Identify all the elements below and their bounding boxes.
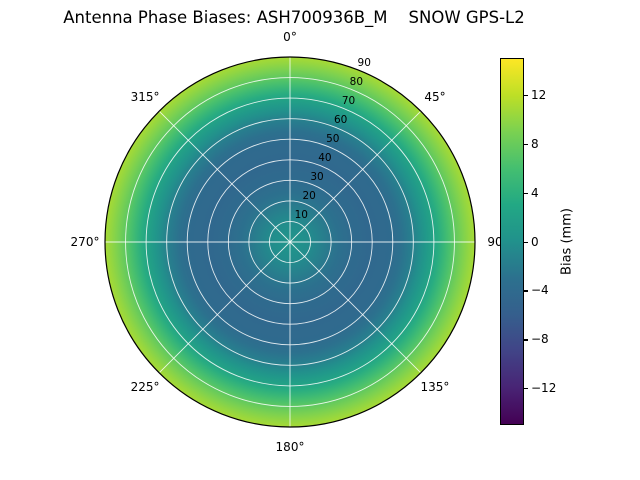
radial-tick-label: 60 (333, 113, 348, 126)
colorbar-tick-label: −12 (531, 381, 557, 396)
colorbar-tick-label: −8 (531, 332, 549, 347)
angular-tick-label: 315° (130, 90, 160, 105)
radial-tick-label: 10 (294, 208, 308, 221)
colorbar (500, 58, 524, 425)
angular-tick-label: 180° (275, 440, 305, 454)
colorbar-tick-label: −4 (531, 283, 549, 298)
radial-tick-label: 30 (310, 170, 324, 183)
polar-heatmap (105, 57, 475, 427)
colorbar-tick-mark (524, 339, 528, 341)
angular-tick-label: 45° (424, 90, 446, 105)
radial-tick-label: 70 (341, 94, 356, 107)
colorbar-tick-mark (524, 290, 528, 292)
radial-tick-label: 90 (357, 56, 371, 69)
colorbar-tick-label: 8 (531, 136, 539, 151)
colorbar-gradient (501, 59, 523, 424)
colorbar-tick-label: 4 (531, 185, 539, 200)
colorbar-tick-label: 12 (531, 87, 547, 102)
colorbar-tick-mark (524, 192, 528, 194)
colorbar-tick-label: 0 (531, 234, 539, 249)
angular-tick-label: 90 (487, 235, 503, 249)
colorbar-tick-mark (524, 241, 528, 243)
angular-tick-label: 270° (70, 235, 100, 249)
colorbar-axis-label: Bias (mm) (559, 208, 575, 275)
colorbar-tick-mark (524, 94, 528, 96)
angular-tick-label: 135° (420, 379, 450, 394)
radial-tick-label: 20 (302, 189, 316, 202)
chart-title: Antenna Phase Biases: ASH700936B_M SNOW … (63, 8, 525, 27)
angular-tick-label: 225° (130, 379, 160, 394)
colorbar-tick-mark (524, 143, 528, 145)
radial-tick-label: 80 (349, 75, 364, 88)
angular-tick-label: 0° (283, 30, 297, 44)
radial-tick-label: 50 (326, 132, 340, 145)
colorbar-tick-mark (524, 388, 528, 390)
radial-tick-label: 40 (318, 151, 332, 164)
